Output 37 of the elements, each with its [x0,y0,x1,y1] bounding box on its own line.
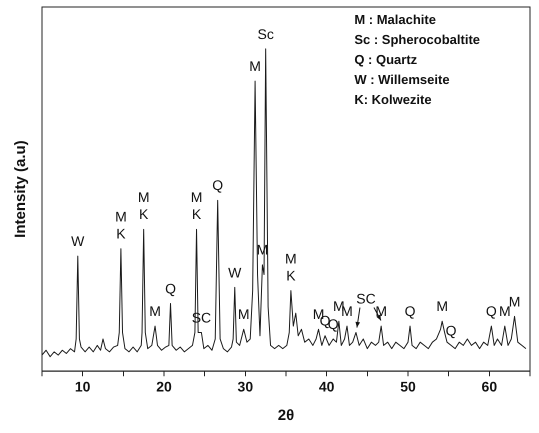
annotation: K [286,267,296,284]
annotation: M [190,189,202,206]
annotation: Sc [257,26,274,42]
annotation: Q : Quartz [354,52,418,68]
y-axis-title: Intensity (a.u) [12,140,30,238]
annotation: K [138,206,149,222]
text: Sc : Spherocobaltite [354,32,480,48]
annotation: Q [212,177,224,194]
annotation: M [375,302,387,319]
annotation: M [498,302,511,319]
text: M : Malachite [354,12,436,28]
annotation: Q [404,302,416,319]
annotation: M [149,302,161,319]
annotation: M [436,298,448,314]
x-tick-label: 30 [238,378,254,394]
x-tick-label: 10 [74,378,91,394]
annotation: W [228,264,242,280]
annotation: M [249,58,261,74]
annotation: Q [486,302,497,319]
annotation: M [508,293,520,310]
annotation: M [238,306,250,322]
annotation: K [116,226,126,242]
annotation: SC [356,290,376,306]
annotation: K [192,206,202,222]
annotation: M [138,189,150,206]
x-tick-label: 60 [482,378,498,394]
x-tick-label: 40 [318,378,335,394]
annotation: M [115,208,127,225]
annotation: Q [165,280,176,296]
annotation: W : Willemseite [354,72,450,88]
x-tick-label: 50 [400,378,416,394]
x-axis-title: 2θ [278,407,294,424]
annotation: K: Kolwezite [354,92,432,108]
annotation: W [71,233,86,249]
annotation: Q [446,322,457,338]
x-tick-label: 20 [156,378,172,394]
annotation: M [285,250,297,266]
